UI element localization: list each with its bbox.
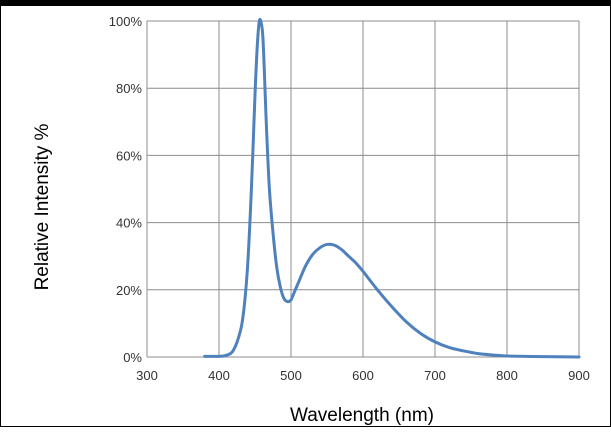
x-tick-label: 600 — [352, 368, 374, 383]
x-tick-label: 900 — [568, 368, 590, 383]
y-tick-label: 0% — [123, 350, 142, 365]
y-axis-title: Relative Intensity % — [32, 123, 53, 290]
x-tick-label: 300 — [136, 368, 158, 383]
y-tick-label: 20% — [116, 283, 142, 298]
spectrum-line — [203, 17, 581, 359]
x-tick-label: 700 — [424, 368, 446, 383]
y-tick-label: 60% — [116, 148, 142, 163]
grid-lines — [146, 20, 580, 358]
y-tick-label: 80% — [116, 81, 142, 96]
y-tick-label: 100% — [109, 14, 143, 29]
spectrum-chart: 300 400 500 600 700 800 900 0% 20% 40% 60% 80% 100%… — [32, 14, 590, 426]
y-tick-labels: 0% 20% 40% 60% 80% 100% — [109, 14, 143, 365]
y-tick-label: 40% — [116, 216, 142, 231]
x-tick-label: 500 — [280, 368, 302, 383]
x-tick-label: 800 — [496, 368, 518, 383]
x-tick-label: 400 — [208, 368, 230, 383]
x-tick-labels: 300 400 500 600 700 800 900 — [136, 368, 590, 383]
x-axis-title: Wavelength (nm) — [290, 405, 434, 426]
